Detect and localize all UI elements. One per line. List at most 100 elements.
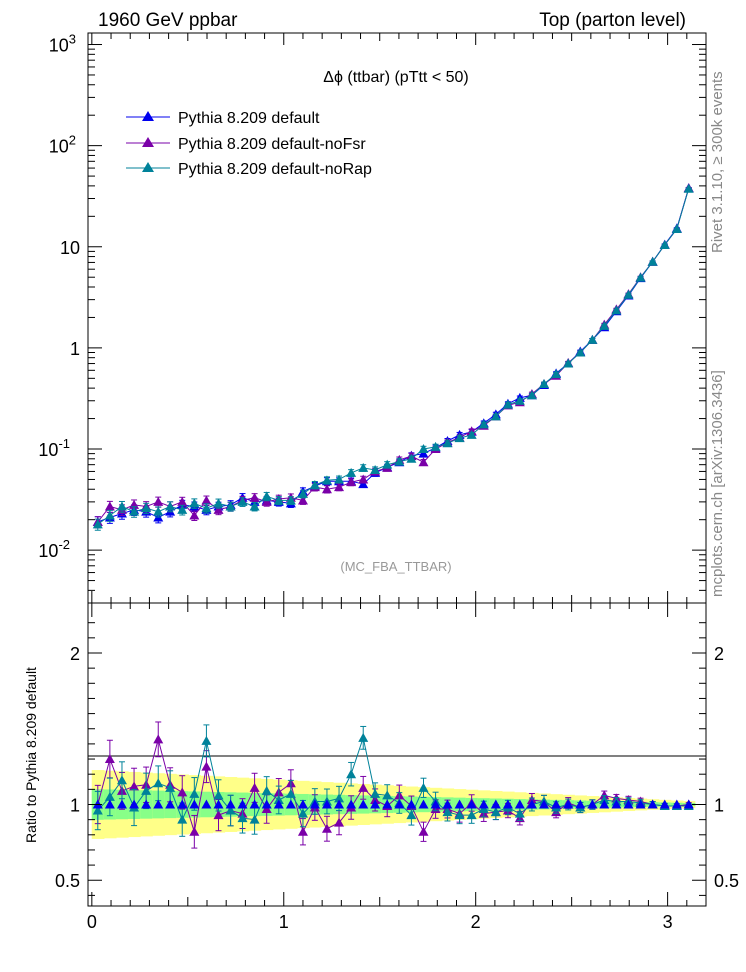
data-point-norap (165, 501, 176, 511)
series-norap (92, 183, 694, 531)
ratio-point-norap (334, 793, 345, 803)
data-point-norap (382, 459, 393, 469)
data-point-norap (334, 474, 345, 484)
data-point-norap (430, 441, 441, 451)
data-point-norap (141, 503, 152, 513)
data-point-norap (177, 504, 188, 514)
data-point-norap (514, 395, 525, 405)
ratio-point-nofsr (201, 761, 212, 771)
ratio-point-default (563, 799, 574, 809)
ratio-point-norap (273, 794, 284, 804)
data-point-nofsr (418, 457, 429, 467)
data-point-norap (213, 498, 224, 508)
x-tick-label: 1 (279, 912, 289, 932)
legend-marker-nofsr (142, 137, 154, 147)
legend-marker-norap (142, 162, 154, 172)
data-point-norap (261, 491, 272, 501)
ratio-point-default (671, 799, 682, 809)
series-line-norap (97, 188, 690, 525)
data-point-norap (659, 240, 670, 250)
data-point-nofsr (213, 504, 224, 514)
ratio-point-default (334, 799, 345, 809)
ratio-point-default (659, 799, 670, 809)
ratio-point-default (129, 799, 140, 809)
ratio-point-default (213, 799, 224, 809)
data-point-norap (466, 429, 477, 439)
ratio-point-default (647, 799, 658, 809)
y-tick-label: 10 (60, 238, 80, 258)
legend-label-default: Pythia 8.209 default (178, 110, 320, 127)
series-nofsr (92, 183, 694, 529)
y-tick-label: 10-2 (38, 537, 70, 561)
ratio-y-tick-label-right: 0.5 (714, 871, 739, 891)
data-point-norap (370, 464, 381, 474)
legend-item-norap: Pythia 8.209 default-noRap (126, 161, 372, 178)
legend-marker-default (142, 111, 154, 121)
ratio-point-default (623, 799, 634, 809)
ratio-point-default (346, 799, 357, 809)
data-point-nofsr (189, 510, 200, 520)
series-line-nofsr (97, 187, 690, 523)
data-point-norap (346, 467, 357, 477)
ratio-point-norap (478, 804, 489, 814)
header-left-label: 1960 GeV ppbar (98, 10, 238, 31)
ratio-panel-frame (87, 602, 707, 907)
ratio-point-norap (454, 810, 465, 820)
analysis-tag: (MC_FBA_TTBAR) (340, 559, 451, 574)
ratio-point-default (611, 799, 622, 809)
data-point-norap (539, 378, 550, 388)
data-point-norap (587, 334, 598, 344)
data-point-norap (285, 495, 296, 505)
ratio-point-default (249, 799, 260, 809)
ratio-point-norap (442, 807, 453, 817)
ratio-point-default (225, 799, 236, 809)
data-point-norap (189, 498, 200, 508)
data-point-norap (490, 411, 501, 421)
main-panel: 10-2 10-1 1 10 102 103 Δϕ (ttbar) (pTtt < 50)… (38, 32, 707, 604)
ratio-point-norap (370, 788, 381, 798)
data-point-norap (647, 256, 658, 266)
ratio-series-default (92, 799, 694, 809)
data-point-nofsr (346, 477, 357, 487)
ratio-point-norap (225, 805, 236, 815)
ratio-y-tick-label: 1 (70, 795, 80, 815)
ratio-point-norap (189, 788, 200, 798)
ratio-point-norap (153, 778, 164, 788)
legend-item-nofsr: Pythia 8.209 default-noFsr (126, 136, 366, 153)
data-point-norap (225, 501, 236, 511)
ratio-point-default (683, 799, 694, 809)
series-line-default (97, 187, 690, 523)
ratio-point-norap (514, 808, 525, 818)
data-point-nofsr (104, 501, 115, 511)
data-point-nofsr (321, 484, 332, 494)
x-tick-label: 0 (87, 912, 97, 932)
ratio-point-default (575, 799, 586, 809)
data-point-norap (635, 272, 646, 282)
header-right-label: Top (parton level) (539, 10, 686, 31)
data-point-norap (551, 369, 562, 379)
data-point-norap (683, 183, 694, 193)
x-tick-label: 3 (663, 912, 673, 932)
series-default (92, 183, 694, 529)
ratio-point-default (551, 799, 562, 809)
data-point-norap (116, 501, 127, 511)
ratio-point-nofsr (213, 810, 224, 820)
ratio-point-default (297, 799, 308, 809)
ratio-point-norap (104, 791, 115, 801)
ratio-y-tick-label-right: 2 (714, 644, 724, 664)
ratio-point-default (454, 799, 465, 809)
ratio-ylabel: Ratio to Pythia 8.209 default (23, 667, 39, 843)
ratio-point-norap (346, 769, 357, 779)
data-point-norap (526, 390, 537, 400)
data-point-norap (201, 503, 212, 513)
ratio-point-norap (201, 735, 212, 745)
y-tick-label: 103 (49, 32, 76, 56)
ratio-point-default (539, 799, 550, 809)
ratio-point-norap (297, 808, 308, 818)
ratio-point-norap (599, 794, 610, 804)
data-point-norap (297, 488, 308, 498)
ratio-point-default (141, 799, 152, 809)
ratio-point-norap (285, 788, 296, 798)
ratio-point-default (382, 799, 393, 809)
ratio-point-norap (213, 790, 224, 800)
